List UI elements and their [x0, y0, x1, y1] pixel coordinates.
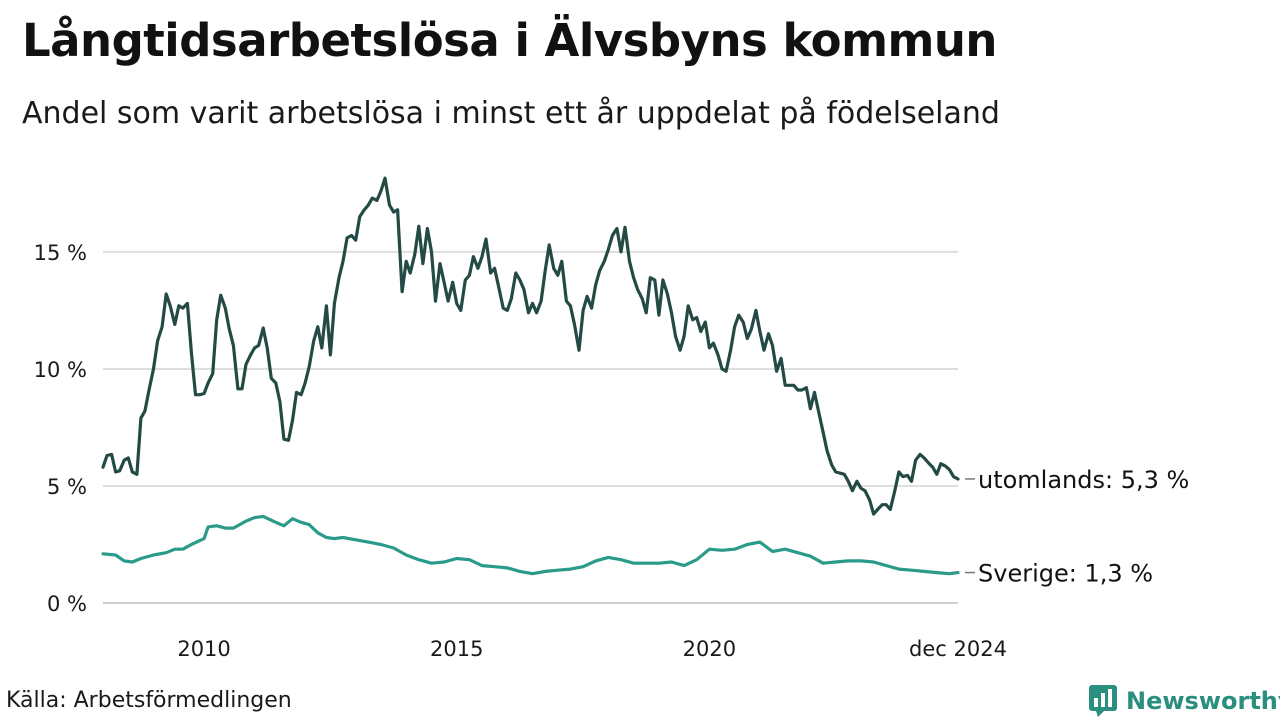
source-note: Källa: Arbetsförmedlingen: [6, 688, 292, 713]
series-lines: [101, 176, 960, 576]
y-tick-label: 10 %: [34, 358, 87, 382]
y-tick-label: 0 %: [47, 592, 87, 616]
brand-name: Newsworthy: [1126, 687, 1280, 715]
x-tick-label: dec 2024: [909, 637, 1007, 661]
x-axis: 2010 2015 2020 dec 2024: [177, 637, 1007, 661]
chart-title: Långtidsarbetslösa i Älvsbyns kommun: [22, 14, 997, 67]
grid-lines: [103, 250, 958, 604]
end-label-sverige: Sverige: 1,3 %: [978, 560, 1153, 588]
y-tick-label: 5 %: [47, 475, 87, 499]
series-end-labels: utomlands: 5,3 % Sverige: 1,3 %: [965, 466, 1189, 588]
series-line-utomlands: [101, 176, 960, 516]
x-tick-label: 2015: [430, 637, 483, 661]
line-chart: 0 % 5 % 10 % 15 % 2010 2015 2020 dec 2024 utom…: [34, 176, 1189, 661]
x-tick-label: 2010: [177, 637, 230, 661]
newsworthy-logo: Newsworthy: [1088, 684, 1280, 718]
chart-subtitle: Andel som varit arbetslösa i minst ett å…: [22, 96, 1000, 131]
x-tick-label: 2020: [683, 637, 736, 661]
end-label-utomlands: utomlands: 5,3 %: [978, 466, 1189, 494]
y-tick-label: 15 %: [34, 241, 87, 265]
y-axis: 0 % 5 % 10 % 15 %: [34, 241, 87, 616]
newsworthy-logo-icon: [1089, 685, 1117, 717]
series-line-sverige: [101, 514, 960, 576]
